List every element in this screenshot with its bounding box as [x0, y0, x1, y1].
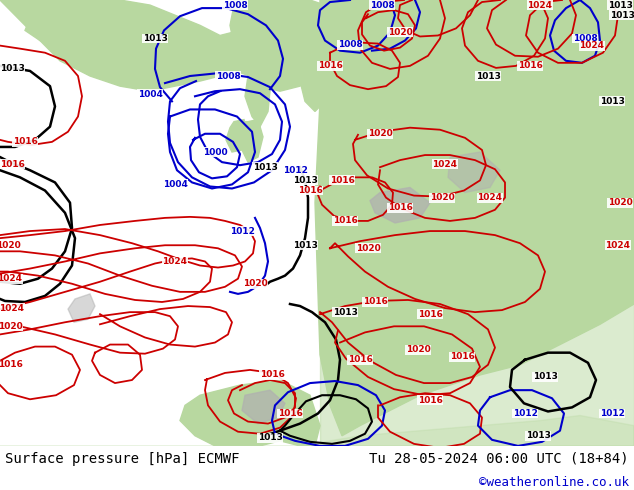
Text: 1012: 1012: [283, 166, 307, 175]
Text: 1016: 1016: [0, 160, 25, 169]
Polygon shape: [300, 61, 330, 112]
Text: 1008: 1008: [223, 0, 247, 10]
Text: 1020: 1020: [430, 193, 455, 202]
Text: 1013: 1013: [252, 163, 278, 172]
Polygon shape: [320, 0, 634, 446]
Text: 1024: 1024: [0, 304, 25, 313]
Text: 1012: 1012: [600, 409, 624, 418]
Text: 1012: 1012: [230, 226, 254, 236]
Polygon shape: [25, 10, 95, 46]
Polygon shape: [238, 120, 263, 162]
Text: 1013: 1013: [607, 0, 633, 10]
Polygon shape: [180, 380, 320, 446]
Text: 1008: 1008: [370, 0, 394, 10]
Polygon shape: [68, 294, 95, 322]
Text: 1016: 1016: [259, 370, 285, 379]
Text: 1016: 1016: [333, 217, 358, 225]
Text: 1020: 1020: [368, 129, 392, 138]
Text: 1016: 1016: [297, 186, 323, 195]
Polygon shape: [242, 390, 285, 423]
Polygon shape: [0, 0, 320, 91]
Text: 1024: 1024: [0, 274, 22, 283]
Text: 1016: 1016: [418, 310, 443, 318]
Polygon shape: [448, 152, 500, 193]
Text: 1024: 1024: [579, 41, 604, 50]
Text: 1024: 1024: [527, 0, 552, 10]
Text: 1020: 1020: [0, 241, 20, 250]
Text: 1008: 1008: [338, 40, 363, 49]
Polygon shape: [226, 120, 248, 152]
Text: 1016: 1016: [363, 297, 387, 307]
Text: 1020: 1020: [0, 322, 22, 331]
Text: 1016: 1016: [387, 203, 413, 212]
Text: 1004: 1004: [138, 90, 162, 99]
Text: 1016: 1016: [330, 176, 354, 185]
Text: 1000: 1000: [203, 147, 228, 156]
Polygon shape: [230, 0, 340, 91]
Text: 1013: 1013: [609, 11, 634, 20]
Text: 1013: 1013: [333, 308, 358, 317]
Text: Surface pressure [hPa] ECMWF: Surface pressure [hPa] ECMWF: [5, 452, 240, 466]
Text: 1013: 1013: [292, 241, 318, 250]
Text: 1020: 1020: [406, 345, 430, 354]
Polygon shape: [0, 416, 634, 446]
Text: 1008: 1008: [573, 34, 597, 43]
Text: 1013: 1013: [600, 97, 624, 106]
Text: 1013: 1013: [533, 372, 557, 382]
Text: 1016: 1016: [0, 360, 22, 369]
Text: 1020: 1020: [243, 279, 268, 288]
Text: 1016: 1016: [278, 409, 302, 418]
Text: 1013: 1013: [526, 431, 550, 441]
Text: 1016: 1016: [318, 61, 342, 71]
Text: 1024: 1024: [432, 160, 458, 169]
Text: 1016: 1016: [450, 352, 474, 361]
Text: 1013: 1013: [476, 72, 500, 80]
Text: 1012: 1012: [512, 409, 538, 418]
Text: 1004: 1004: [162, 180, 188, 189]
Text: 1013: 1013: [0, 64, 25, 74]
Text: 1024: 1024: [477, 193, 503, 202]
Text: 1020: 1020: [387, 28, 412, 37]
Polygon shape: [245, 66, 270, 127]
Polygon shape: [370, 188, 430, 223]
Text: 1020: 1020: [607, 198, 632, 207]
Text: 1024: 1024: [605, 241, 630, 250]
Text: 1008: 1008: [216, 72, 240, 80]
Text: 1020: 1020: [356, 244, 380, 253]
Text: 1016: 1016: [517, 61, 543, 71]
Text: 1013: 1013: [143, 34, 167, 43]
Text: ©weatheronline.co.uk: ©weatheronline.co.uk: [479, 476, 629, 489]
Text: 1013: 1013: [257, 433, 282, 442]
Polygon shape: [315, 0, 634, 436]
Text: 1016: 1016: [347, 355, 372, 364]
Text: 1013: 1013: [292, 176, 318, 185]
Text: 1016: 1016: [418, 396, 443, 405]
Text: Tu 28-05-2024 06:00 UTC (18+84): Tu 28-05-2024 06:00 UTC (18+84): [370, 452, 629, 466]
Text: 1016: 1016: [13, 137, 37, 147]
Text: 1024: 1024: [162, 257, 188, 266]
